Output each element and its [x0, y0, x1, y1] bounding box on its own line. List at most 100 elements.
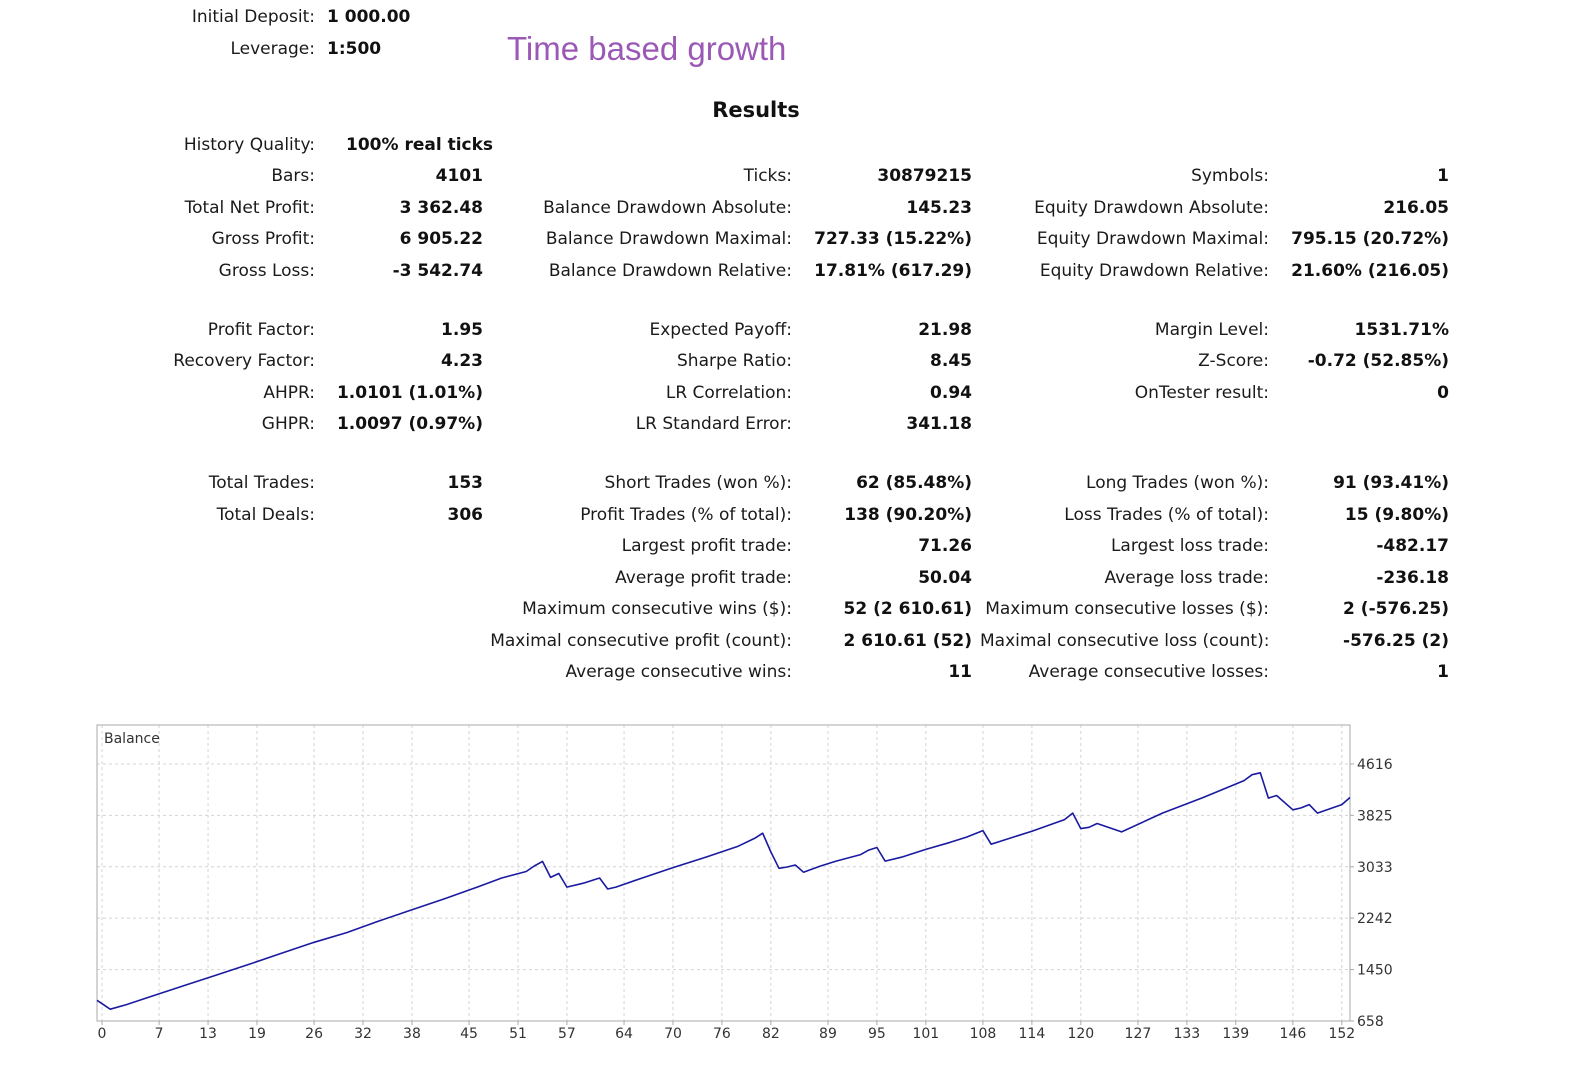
chart-title: Balance	[104, 731, 160, 747]
stat-label: Balance Drawdown Relative:	[548, 261, 792, 281]
x-tick-label: 13	[199, 1026, 217, 1042]
stat-value: -0.72 (52.85%)	[1307, 351, 1449, 371]
chart-x-ticks: 0 7 13 19 26 32 38 45 51 57 64 70 76 82 89 95 101 108 114 1…	[98, 1021, 1355, 1042]
leverage-label: Leverage:	[230, 39, 315, 59]
y-tick-label: 1450	[1357, 963, 1393, 979]
x-tick-label: 152	[1328, 1026, 1355, 1042]
x-tick-label: 7	[155, 1026, 164, 1042]
stat-label: Bars:	[271, 166, 315, 186]
y-tick-label: 658	[1357, 1014, 1384, 1030]
stat-value: 306	[447, 505, 484, 525]
x-tick-label: 26	[305, 1026, 323, 1042]
stat-value: 3 362.48	[399, 198, 483, 218]
stat-value: 138 (90.20%)	[844, 505, 972, 525]
stat-label: Gross Loss:	[218, 261, 315, 281]
x-tick-label: 19	[248, 1026, 266, 1042]
stat-value: 0	[1437, 383, 1449, 403]
balance-series-line	[96, 772, 1351, 1010]
y-tick-label: 2242	[1357, 911, 1393, 927]
stat-label: Long Trades (won %):	[1086, 473, 1269, 493]
stat-label: Average profit trade:	[615, 568, 792, 588]
stat-label: Short Trades (won %):	[604, 473, 792, 493]
stat-value: -576.25 (2)	[1343, 631, 1449, 651]
x-tick-label: 133	[1173, 1026, 1200, 1042]
initial-deposit-value: 1 000.00	[327, 7, 411, 27]
stat-value: 17.81% (617.29)	[814, 261, 972, 281]
stat-label: Average loss trade:	[1104, 568, 1269, 588]
stat-label: Loss Trades (% of total):	[1064, 505, 1269, 525]
y-tick-label: 3825	[1357, 808, 1393, 824]
x-tick-label: 101	[912, 1026, 939, 1042]
initial-deposit-label: Initial Deposit:	[191, 7, 315, 27]
chart-grid	[97, 725, 1350, 1022]
x-tick-label: 51	[509, 1026, 527, 1042]
stat-value: 50.04	[918, 568, 972, 588]
stat-value: 52 (2 610.61)	[843, 599, 972, 619]
stat-label: LR Correlation:	[665, 383, 792, 403]
page-headline: Time based growth	[507, 30, 787, 67]
stat-value: 2 (-576.25)	[1343, 599, 1449, 619]
stat-value: 15 (9.80%)	[1344, 505, 1449, 525]
stat-value: 341.18	[906, 414, 972, 434]
x-tick-label: 114	[1019, 1026, 1046, 1042]
stat-label: GHPR:	[261, 414, 315, 434]
leverage-value: 1:500	[327, 39, 382, 59]
stat-value: -482.17	[1376, 536, 1449, 556]
stat-value: 4.23	[441, 351, 483, 371]
stat-value: 145.23	[906, 198, 972, 218]
stat-value: 62 (85.48%)	[856, 473, 972, 493]
stat-value: 1.0101 (1.01%)	[336, 383, 483, 403]
history-quality-value: 100% real ticks	[346, 135, 494, 155]
stat-value: 1.0097 (0.97%)	[336, 414, 483, 434]
stat-label: Total Trades:	[208, 473, 315, 493]
stat-label: Total Net Profit:	[184, 198, 315, 218]
stat-value: 30879215	[877, 166, 972, 186]
stat-value: 0.94	[930, 383, 972, 403]
stat-label: Ticks:	[743, 166, 792, 186]
stat-label: LR Standard Error:	[635, 414, 792, 434]
stat-label: Equity Drawdown Absolute:	[1034, 198, 1269, 218]
x-tick-label: 64	[615, 1026, 633, 1042]
results-title: Results	[712, 98, 800, 122]
stat-value: 91 (93.41%)	[1333, 473, 1449, 493]
stat-value: 1	[1437, 662, 1449, 682]
chart-plot-frame	[96, 724, 1351, 1022]
stat-label: Equity Drawdown Maximal:	[1036, 229, 1269, 249]
stat-label: Recovery Factor:	[173, 351, 315, 371]
stat-label: Maximum consecutive wins ($):	[522, 599, 792, 619]
stat-label: Symbols:	[1191, 166, 1269, 186]
x-tick-label: 0	[98, 1026, 107, 1042]
stat-label: Maximal consecutive loss (count):	[980, 631, 1270, 651]
x-tick-label: 57	[558, 1026, 576, 1042]
stat-label: Gross Profit:	[211, 229, 315, 249]
x-tick-label: 146	[1280, 1026, 1307, 1042]
stat-value: 727.33 (15.22%)	[814, 229, 972, 249]
stat-value: 1.95	[441, 320, 483, 340]
x-tick-label: 95	[868, 1026, 886, 1042]
stat-value: 1531.71%	[1354, 320, 1449, 340]
stat-value: 795.15 (20.72%)	[1291, 229, 1449, 249]
stat-label: Expected Payoff:	[649, 320, 792, 340]
stat-value: 21.98	[918, 320, 972, 340]
stat-value: 4101	[435, 166, 483, 186]
x-tick-label: 120	[1067, 1026, 1094, 1042]
history-quality-label: History Quality:	[183, 135, 315, 155]
stat-label: Maximal consecutive profit (count):	[490, 631, 792, 651]
stat-value: 8.45	[930, 351, 972, 371]
stat-value: 21.60% (216.05)	[1291, 261, 1449, 281]
x-tick-label: 139	[1222, 1026, 1249, 1042]
stat-label: Sharpe Ratio:	[677, 351, 792, 371]
stat-label: Margin Level:	[1154, 320, 1269, 340]
stat-label: Balance Drawdown Maximal:	[545, 229, 792, 249]
x-tick-label: 82	[762, 1026, 780, 1042]
stat-label: Profit Factor:	[207, 320, 315, 340]
x-tick-label: 127	[1125, 1026, 1152, 1042]
stat-value: 71.26	[918, 536, 972, 556]
stat-value: -236.18	[1376, 568, 1449, 588]
stat-label: Equity Drawdown Relative:	[1039, 261, 1269, 281]
stat-value: 1	[1437, 166, 1449, 186]
stat-value: 11	[948, 662, 972, 682]
stat-label: Maximum consecutive losses ($):	[985, 599, 1269, 619]
stat-label: Total Deals:	[216, 505, 315, 525]
